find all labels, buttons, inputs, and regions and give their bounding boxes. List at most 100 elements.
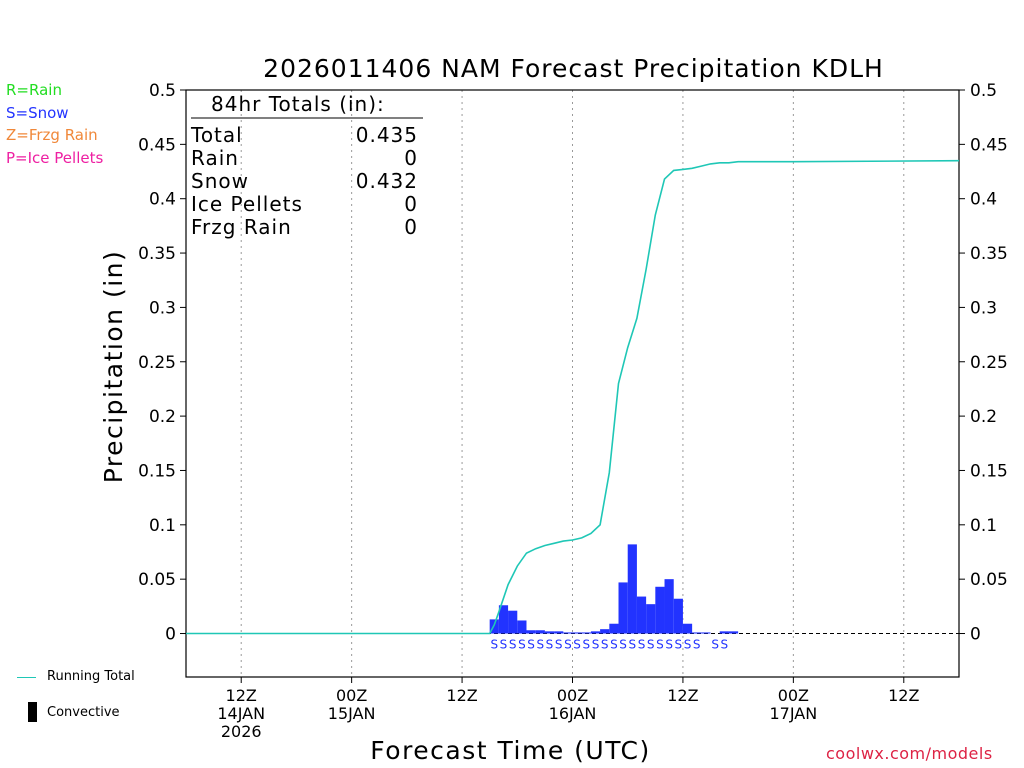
precip-type-marker: S (675, 638, 683, 652)
precip-type-marker: S (656, 638, 664, 652)
x-tick-label: 16JAN (549, 704, 597, 723)
precip-type-marker: S (555, 638, 563, 652)
x-tick-label: 00Z (557, 686, 588, 705)
precip-bar (535, 630, 545, 634)
y-tick-label-left: 0.35 (138, 244, 176, 264)
precip-type-marker: S (518, 638, 526, 652)
precip-bar (563, 632, 573, 634)
y-tick-label-right: 0.1 (970, 516, 997, 536)
precip-type-marker: S (573, 638, 581, 652)
precip-type-marker: S (629, 638, 637, 652)
x-tick-label: 00Z (336, 686, 367, 705)
precip-type-marker: S (500, 638, 508, 652)
x-tick-label: 12Z (226, 686, 257, 705)
precip-bar (544, 631, 555, 634)
y-tick-label-right: 0.15 (970, 461, 1008, 481)
precip-bar (664, 579, 674, 634)
x-tick-label: 12Z (888, 686, 919, 705)
precip-bar (636, 596, 647, 634)
x-axis-label: Forecast Time (UTC) (370, 736, 650, 765)
precip-bar (719, 631, 729, 634)
precip-bar (673, 598, 683, 634)
precip-bar (554, 631, 564, 634)
precip-bar (526, 630, 536, 634)
precip-type-marker: S (665, 638, 673, 652)
legend-rain: R=Rain (6, 81, 62, 99)
x-tick-label: 15JAN (328, 704, 376, 723)
precip-bar (581, 632, 591, 634)
totals-row-label: Snow (191, 169, 249, 193)
x-tick-label: 14JAN (217, 704, 265, 723)
precip-bar (609, 623, 619, 634)
totals-row-value: 0.432 (356, 169, 418, 193)
y-tick-label-right: 0.4 (970, 190, 997, 210)
precip-type-marker: S (546, 638, 554, 652)
precip-type-marker: S (711, 638, 719, 652)
y-tick-label-left: 0.15 (138, 461, 176, 481)
x-tick-label: 2026 (221, 722, 262, 741)
precip-bar (590, 631, 601, 634)
totals-row-value: 0 (404, 192, 418, 216)
precip-bar (498, 605, 509, 634)
y-tick-label-left: 0.2 (149, 407, 176, 427)
precip-type-marker: S (638, 638, 646, 652)
precip-bar (701, 632, 711, 634)
precip-bar (655, 586, 665, 634)
totals-header: 84hr Totals (in): (211, 92, 385, 116)
precip-bar (728, 631, 739, 634)
legend-running-total-swatch (17, 677, 36, 678)
y-tick-label-left: 0.4 (149, 190, 176, 210)
y-tick-label-right: 0.05 (970, 570, 1008, 590)
legend-convective-label: Convective (47, 705, 120, 720)
y-tick-label-right: 0.25 (970, 353, 1008, 373)
precip-type-marker: S (582, 638, 590, 652)
running-total-line (186, 159, 960, 635)
y-tick-label-left: 0.3 (149, 298, 176, 318)
y-tick-label-right: 0.35 (970, 244, 1008, 264)
y-tick-label-left: 0.05 (138, 570, 176, 590)
precip-type-marker: S (721, 638, 729, 652)
totals-row-value: 0 (404, 215, 418, 239)
precip-bar (517, 620, 527, 634)
legend-ice-pellets: P=Ice Pellets (6, 149, 104, 167)
legend-running-total-label: Running Total (47, 669, 135, 684)
x-tick-label: 12Z (667, 686, 698, 705)
y-tick-label-left: 0.45 (138, 135, 176, 155)
y-tick-label-left: 0.1 (149, 516, 176, 536)
x-tick-label: 17JAN (769, 704, 817, 723)
y-tick-label-right: 0.3 (970, 298, 997, 318)
precip-bar (692, 632, 702, 634)
precip-type-marker: S (610, 638, 618, 652)
legend-convective-swatch (28, 702, 37, 722)
credit-text: coolwx.com/models (826, 744, 993, 763)
y-tick-label-right: 0 (970, 625, 981, 645)
precip-type-marker: S (564, 638, 572, 652)
totals-row-label: Rain (191, 146, 239, 170)
precip-bar (627, 544, 637, 634)
precip-bar (572, 632, 582, 634)
x-tick-label: 00Z (778, 686, 809, 705)
precip-type-marker: S (601, 638, 609, 652)
legend-snow: S=Snow (6, 104, 69, 122)
precip-type-marker: S (619, 638, 627, 652)
x-tick-label: 12Z (446, 686, 477, 705)
precip-type-marker: S (693, 638, 701, 652)
y-tick-label-right: 0.45 (970, 135, 1008, 155)
y-axis-label: Precipitation (in) (99, 250, 128, 484)
y-tick-label-left: 0 (165, 625, 176, 645)
totals-row-label: Ice Pellets (191, 192, 303, 216)
totals-row-value: 0 (404, 146, 418, 170)
precip-type-marker: S (684, 638, 692, 652)
precip-bar (618, 582, 628, 634)
totals-row-label: Total (190, 123, 243, 147)
precip-type-marker: S (592, 638, 600, 652)
precip-bar (646, 604, 656, 634)
precip-type-marker: S (509, 638, 517, 652)
precip-bar (508, 610, 518, 634)
precip-type-marker: S (647, 638, 655, 652)
precip-type-marker: S (490, 638, 498, 652)
y-tick-label-left: 0.25 (138, 353, 176, 373)
y-tick-label-right: 0.5 (970, 81, 997, 101)
precip-bar (600, 629, 610, 634)
